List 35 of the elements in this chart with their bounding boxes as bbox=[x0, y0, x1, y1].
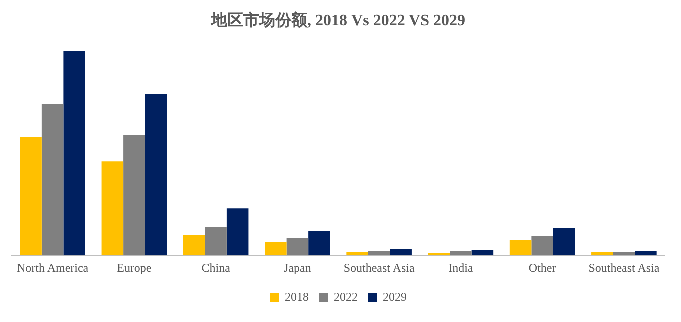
x-tick-label: China bbox=[202, 260, 232, 275]
bar bbox=[124, 135, 146, 256]
x-tick-label: Southeast Asia bbox=[588, 260, 660, 275]
bar bbox=[226, 208, 249, 256]
bar bbox=[102, 162, 124, 256]
bar bbox=[346, 252, 368, 256]
legend-label: 2022 bbox=[334, 290, 358, 304]
bar bbox=[450, 251, 472, 256]
bar bbox=[613, 252, 636, 256]
chart-title: 地区市场份额, 2018 Vs 2022 VS 2029 bbox=[210, 12, 466, 30]
x-tick-label: Europe bbox=[117, 260, 152, 275]
bar bbox=[635, 251, 657, 256]
bar bbox=[286, 238, 309, 256]
bar bbox=[265, 242, 287, 256]
bar bbox=[368, 251, 390, 256]
bar bbox=[308, 231, 330, 256]
x-tick-label: Southeast Asia bbox=[344, 260, 416, 275]
bar bbox=[64, 51, 86, 256]
bar bbox=[183, 235, 206, 256]
legend-label: 2029 bbox=[383, 290, 407, 304]
x-tick-label: North America bbox=[16, 260, 90, 275]
bar bbox=[532, 236, 554, 256]
bar bbox=[205, 226, 227, 256]
bar bbox=[510, 240, 532, 256]
x-tick-label: Other bbox=[528, 260, 556, 275]
bar bbox=[42, 104, 64, 256]
legend-label: 2018 bbox=[285, 290, 309, 304]
bar bbox=[20, 137, 42, 256]
bar bbox=[553, 228, 576, 256]
x-tick-label: Japan bbox=[284, 260, 312, 275]
bar bbox=[472, 250, 494, 256]
bar bbox=[592, 252, 614, 256]
bar bbox=[145, 94, 168, 256]
x-tick-label: India bbox=[448, 260, 474, 275]
bar bbox=[390, 249, 412, 256]
